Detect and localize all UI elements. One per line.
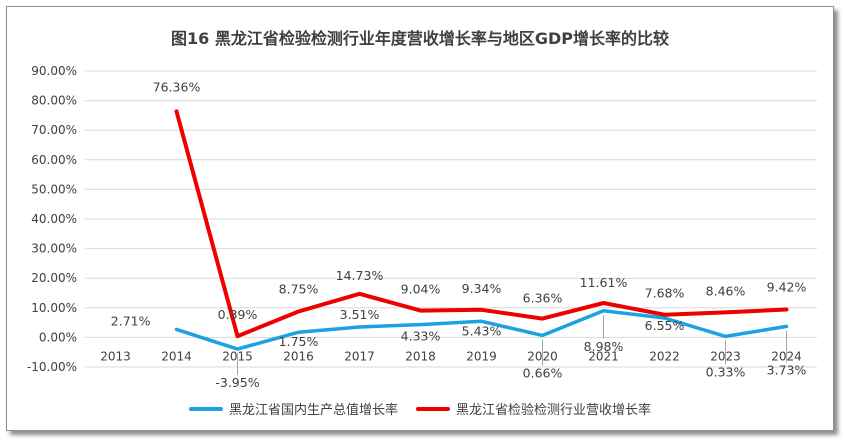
data-label: 8.98% [584, 339, 624, 354]
legend: 黑龙江省国内生产总值增长率 黑龙江省检验检测行业营收增长率 [7, 399, 833, 418]
data-label: 3.51% [340, 307, 380, 322]
revenue-growth-line [174, 109, 789, 339]
data-label: 0.39% [218, 307, 258, 322]
x-axis-tick-labels: 2013 2014 2015 2016 2017 2018 2019 2020 2021 2022… [100, 349, 802, 363]
x-tick-label: 2013 [100, 349, 131, 363]
y-tick-label: 90.00% [31, 64, 77, 78]
data-label: 0.66% [523, 365, 563, 380]
data-label: 9.34% [462, 281, 502, 296]
data-label: 3.73% [767, 362, 807, 377]
gridlines [85, 70, 817, 368]
x-tick-label: 2017 [344, 349, 375, 363]
legend-entry-revenue: 黑龙江省检验检测行业营收增长率 [416, 399, 651, 418]
data-label: -3.95% [215, 375, 259, 390]
legend-label-gdp: 黑龙江省国内生产总值增长率 [228, 403, 398, 418]
y-tick-label: 10.00% [31, 301, 77, 315]
data-label: 9.42% [767, 280, 807, 295]
data-label: 6.36% [523, 291, 563, 306]
y-tick-label: 80.00% [31, 94, 77, 108]
data-label: 11.61% [580, 275, 628, 290]
y-tick-label: 60.00% [31, 153, 77, 167]
data-label: 76.36% [153, 79, 201, 94]
y-tick-label: 40.00% [31, 212, 77, 226]
data-label: 0.33% [706, 364, 746, 379]
y-tick-label: 70.00% [31, 123, 77, 137]
x-tick-label: 2022 [649, 349, 680, 363]
data-label: 4.33% [401, 329, 441, 344]
legend-swatch-gdp [188, 406, 223, 411]
data-label: 7.68% [645, 286, 685, 301]
chart-frame: 图16 黑龙江省检验检测行业年度营收增长率与地区GDP增长率的比较 -10.00… [6, 6, 834, 431]
line-chart: -10.00% 0.00% 10.00% 20.00% 30.00% 40.00% 50.0… [27, 64, 817, 390]
legend-entry-gdp: 黑龙江省国内生产总值增长率 [188, 399, 398, 418]
x-tick-label: 2021 [588, 349, 619, 363]
data-label: 14.73% [336, 268, 384, 283]
legend-label-revenue: 黑龙江省检验检测行业营收增长率 [456, 403, 652, 418]
data-label: 6.55% [645, 318, 685, 333]
x-tick-label: 2016 [283, 349, 314, 363]
data-labels: 2.71% -3.95% 1.75% 3.51% 4.33% 5.43% 0.66% 8.98… [111, 79, 807, 390]
y-tick-label: 30.00% [31, 242, 77, 256]
data-label: 5.43% [462, 323, 502, 338]
x-tick-label: 2014 [161, 349, 192, 363]
data-label: 9.04% [401, 282, 441, 297]
series-lines [174, 109, 789, 351]
data-label: 1.75% [279, 334, 319, 349]
x-tick-label: 2018 [405, 349, 436, 363]
data-label: 8.46% [706, 283, 746, 298]
gdp-growth-line [174, 309, 789, 351]
x-tick-label: 2019 [466, 349, 497, 363]
data-label: 8.75% [279, 282, 319, 297]
data-label: 2.71% [111, 313, 151, 328]
y-tick-label: 0.00% [39, 330, 77, 344]
label-leader-lines [237, 314, 787, 376]
y-tick-label: 50.00% [31, 182, 77, 196]
chart-title: 图16 黑龙江省检验检测行业年度营收增长率与地区GDP增长率的比较 [171, 29, 669, 48]
y-axis-tick-labels: -10.00% 0.00% 10.00% 20.00% 30.00% 40.00% 50.0… [27, 64, 77, 374]
y-tick-label: 20.00% [31, 271, 77, 285]
legend-swatch-revenue [416, 406, 450, 411]
y-tick-label: -10.00% [27, 360, 77, 374]
